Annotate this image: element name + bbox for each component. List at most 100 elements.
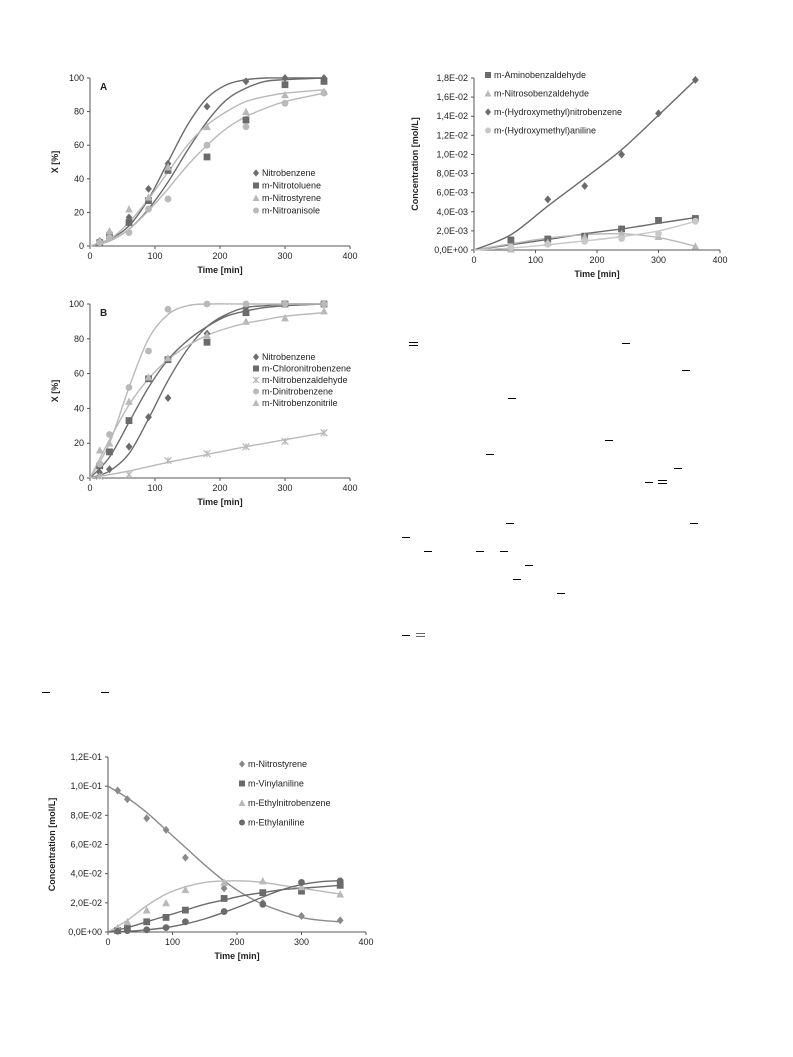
fit-line: [89, 77, 324, 247]
data-point: [580, 232, 589, 241]
data-point: [203, 102, 211, 111]
data-point: [220, 884, 228, 893]
data-point: [123, 924, 131, 932]
double-dash-mark: [658, 480, 667, 484]
data-point: [692, 215, 699, 222]
dash-mark: [101, 692, 109, 693]
data-point: [182, 853, 189, 862]
data-point: [203, 449, 211, 458]
y-tick-label: 6,0E-02: [70, 840, 102, 850]
data-point: [145, 413, 152, 422]
fit-line: [473, 220, 696, 251]
legend-marker: [484, 90, 492, 97]
data-point: [543, 238, 552, 246]
dash-mark: [402, 537, 410, 538]
x-tick-label: 300: [277, 251, 292, 261]
data-point: [145, 205, 152, 213]
y-tick-label: 2,0E-03: [436, 226, 468, 236]
x-tick-label: 300: [294, 937, 309, 947]
fit-line: [473, 232, 696, 251]
data-point: [281, 74, 289, 82]
y-tick-label: 100: [69, 299, 84, 309]
fit-line: [89, 77, 325, 247]
legend-label: m-Aminobenzaldehyde: [494, 70, 586, 80]
y-tick-label: 40: [74, 403, 84, 413]
data-point: [655, 230, 662, 238]
fit-line: [89, 89, 325, 247]
data-point: [145, 375, 152, 383]
legend-marker: [253, 388, 259, 395]
x-tick-label: 0: [87, 251, 92, 261]
legend-label: m-Ethylaniline: [248, 818, 305, 828]
dash-mark: [690, 523, 698, 524]
dash-mark: [622, 343, 630, 344]
data-point: [203, 122, 211, 131]
double-dash-mark: [409, 342, 418, 346]
data-point: [581, 181, 589, 190]
fit-line: [473, 216, 696, 251]
y-axis-label: X [%]: [50, 380, 60, 403]
legend-marker: [252, 376, 260, 384]
data-point: [655, 109, 662, 118]
dash-mark: [486, 454, 494, 455]
x-tick-label: 400: [342, 251, 357, 261]
y-tick-label: 1,2E-02: [436, 130, 468, 140]
data-point: [336, 890, 345, 898]
dash-mark: [513, 579, 521, 580]
data-point: [162, 924, 170, 932]
data-point: [145, 347, 152, 355]
data-point: [220, 908, 228, 915]
data-point: [164, 195, 172, 203]
data-point: [259, 900, 267, 908]
y-tick-label: 20: [74, 207, 84, 217]
x-tick-label: 400: [358, 937, 373, 947]
data-point: [143, 918, 151, 926]
legend-marker: [253, 182, 259, 189]
dash-mark: [525, 565, 533, 566]
data-point: [692, 75, 699, 84]
data-point: [242, 303, 250, 312]
data-point: [162, 898, 170, 907]
data-point: [145, 184, 152, 193]
legend-label: Nitrobenzene: [262, 352, 316, 362]
data-point: [242, 77, 250, 86]
data-point: [281, 300, 289, 308]
data-point: [320, 307, 328, 315]
legend-marker: [239, 760, 245, 768]
data-point: [618, 150, 625, 159]
data-point: [281, 300, 289, 308]
double-dash-mark: [416, 633, 425, 637]
data-point: [182, 906, 189, 914]
y-tick-label: 1,8E-02: [436, 73, 468, 83]
dash-mark: [508, 398, 516, 399]
y-tick-label: 20: [74, 438, 84, 448]
data-point: [125, 219, 133, 226]
data-point: [144, 193, 153, 201]
data-point: [182, 918, 189, 926]
data-point: [320, 87, 328, 95]
data-point: [320, 300, 328, 308]
data-point: [507, 245, 515, 253]
data-point: [164, 305, 172, 313]
data-point: [544, 235, 552, 243]
data-point: [106, 448, 113, 456]
y-tick-label: 0: [79, 241, 84, 251]
data-point: [259, 889, 267, 897]
data-point: [106, 232, 113, 240]
legend-label: m-Nitroanisole: [262, 206, 320, 216]
x-tick-label: 100: [147, 251, 162, 261]
data-point: [143, 814, 151, 823]
data-point: [106, 228, 113, 237]
data-point: [96, 460, 104, 468]
data-point: [164, 456, 172, 465]
legend-label: m-Nitrobenzaldehyde: [262, 375, 348, 385]
x-tick-label: 400: [712, 255, 727, 265]
x-tick-label: 100: [528, 255, 543, 265]
y-tick-label: 60: [74, 140, 84, 150]
data-point: [181, 885, 190, 894]
data-point: [142, 906, 151, 914]
x-tick-label: 0: [87, 483, 92, 493]
fit-line: [473, 79, 696, 251]
dash-mark: [557, 593, 565, 594]
